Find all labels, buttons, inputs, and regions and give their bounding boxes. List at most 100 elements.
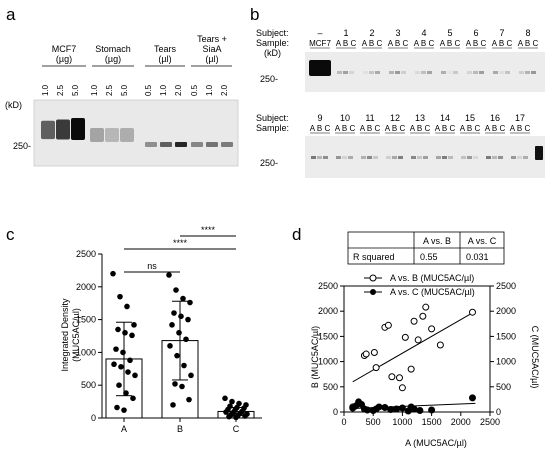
d-point-open xyxy=(401,333,409,341)
c-significance: ns **** **** xyxy=(124,225,236,273)
lane-label: 1.0 xyxy=(205,84,214,96)
c-point-B xyxy=(167,343,173,349)
sample-letters: A B C xyxy=(336,39,357,48)
band-tears xyxy=(206,142,218,147)
panel-a-blot: MCF7 (µg) Stomach (µg) Tears (µl) Tears … xyxy=(5,34,239,167)
d-xtick-label: 2500 xyxy=(480,417,500,427)
band-sample xyxy=(467,156,472,159)
band-sample xyxy=(375,71,380,74)
band-sample xyxy=(486,156,491,159)
c-point-A xyxy=(122,329,128,336)
c-sig-label: **** xyxy=(201,225,216,235)
c-point-B xyxy=(174,352,180,359)
lane-label: 1.0 xyxy=(41,84,50,96)
group-label-tears-siaa-2: SiaA xyxy=(202,44,221,54)
sample-letters: A B C xyxy=(466,39,487,48)
c-point-A xyxy=(115,326,121,333)
subject-number: 1 xyxy=(343,28,348,38)
table-value-ac: 0.031 xyxy=(466,252,489,262)
c-point-B xyxy=(172,381,178,387)
d-point-open xyxy=(398,384,406,392)
sample-letters: A B C xyxy=(310,124,331,133)
legend-ab: A vs. B (MUC5AC/µl) xyxy=(390,273,474,283)
c-ytick-label: 2500 xyxy=(76,249,96,259)
row2-bands xyxy=(311,146,543,160)
d-points xyxy=(349,303,476,415)
band-mcf7 xyxy=(71,118,85,140)
marker-250: 250- xyxy=(13,141,31,151)
d-point-open xyxy=(468,308,476,316)
panel-d-scatter: A vs. B A vs. C R squared 0.55 0.031 A v… xyxy=(310,231,540,448)
band-stomach xyxy=(90,128,104,142)
c-point-A xyxy=(125,369,131,375)
band-stomach xyxy=(105,128,119,142)
d-point-filled xyxy=(398,404,406,412)
c-point-C xyxy=(242,413,248,419)
band-sample xyxy=(311,156,316,159)
sample-letters: A B C xyxy=(440,39,461,48)
d-fit-line xyxy=(352,310,476,383)
d-point-filled xyxy=(381,403,389,411)
band-sample xyxy=(498,156,503,159)
c-point-B xyxy=(180,295,186,302)
sample-letters: A B C xyxy=(360,124,381,133)
c-ytick-label: 0 xyxy=(91,413,96,423)
subject-number: 8 xyxy=(525,28,530,38)
band-sample xyxy=(349,71,354,74)
d-point-filled xyxy=(428,406,436,414)
table-value-ab: 0.55 xyxy=(420,252,438,262)
band-sample xyxy=(473,156,478,159)
band-mcf7 xyxy=(56,119,70,140)
band-sample xyxy=(323,156,328,159)
kd-label: (kD) xyxy=(5,100,22,110)
c-points xyxy=(110,270,250,421)
sample-letters: A B C xyxy=(410,124,431,133)
c-point-B xyxy=(170,402,176,408)
c-point-B xyxy=(181,362,187,369)
d-ytick-label-left: 0 xyxy=(333,407,338,417)
band-sample xyxy=(479,71,484,74)
band-sample xyxy=(317,156,322,159)
subject-number: 7 xyxy=(499,28,504,38)
marker-250-row1: 250- xyxy=(260,74,278,84)
band-mcf7 xyxy=(41,120,55,140)
subject-number: 5 xyxy=(447,28,452,38)
d-point-filled xyxy=(393,405,401,413)
band-sample xyxy=(415,71,420,74)
c-point-A xyxy=(110,270,116,277)
d-point-open xyxy=(428,325,436,333)
marker-250-row2: 250- xyxy=(260,158,278,168)
band-sample xyxy=(336,156,341,159)
c-xtick-label: C xyxy=(233,424,240,434)
band-sample xyxy=(441,71,446,74)
band-sample xyxy=(392,156,397,159)
band-sample xyxy=(448,156,453,159)
sample-letters: A B C xyxy=(485,124,506,133)
subject-number: 12 xyxy=(390,113,400,123)
group-label-tears-siaa: Tears + xyxy=(197,34,227,44)
c-point-B xyxy=(179,383,185,390)
c-point-B xyxy=(166,272,172,278)
lane-label: 5.0 xyxy=(71,84,80,96)
d-ytick-label-right: 1500 xyxy=(496,331,516,341)
subject-number: 10 xyxy=(340,113,350,123)
subject-number: 6 xyxy=(473,28,478,38)
legend-ac: A vs. C (MUC5AC/µl) xyxy=(390,287,475,297)
c-sig-label: **** xyxy=(173,238,188,248)
lane-label: 0.5 xyxy=(144,84,153,96)
row1-bands xyxy=(309,60,536,76)
sample-label-row2: Sample: xyxy=(256,123,289,133)
d-ytick-label-left: 1500 xyxy=(318,331,338,341)
subject-number: 11 xyxy=(365,113,374,123)
c-ylabel-2: (MUC5AC/µl) xyxy=(71,308,81,362)
d-point-filled xyxy=(468,394,476,402)
d-point-open xyxy=(410,317,418,325)
band-tears xyxy=(160,142,172,147)
c-point-A xyxy=(116,382,122,389)
d-xtick-label: 1500 xyxy=(422,417,442,427)
band-stomach xyxy=(120,128,134,142)
band-sample xyxy=(447,71,452,74)
